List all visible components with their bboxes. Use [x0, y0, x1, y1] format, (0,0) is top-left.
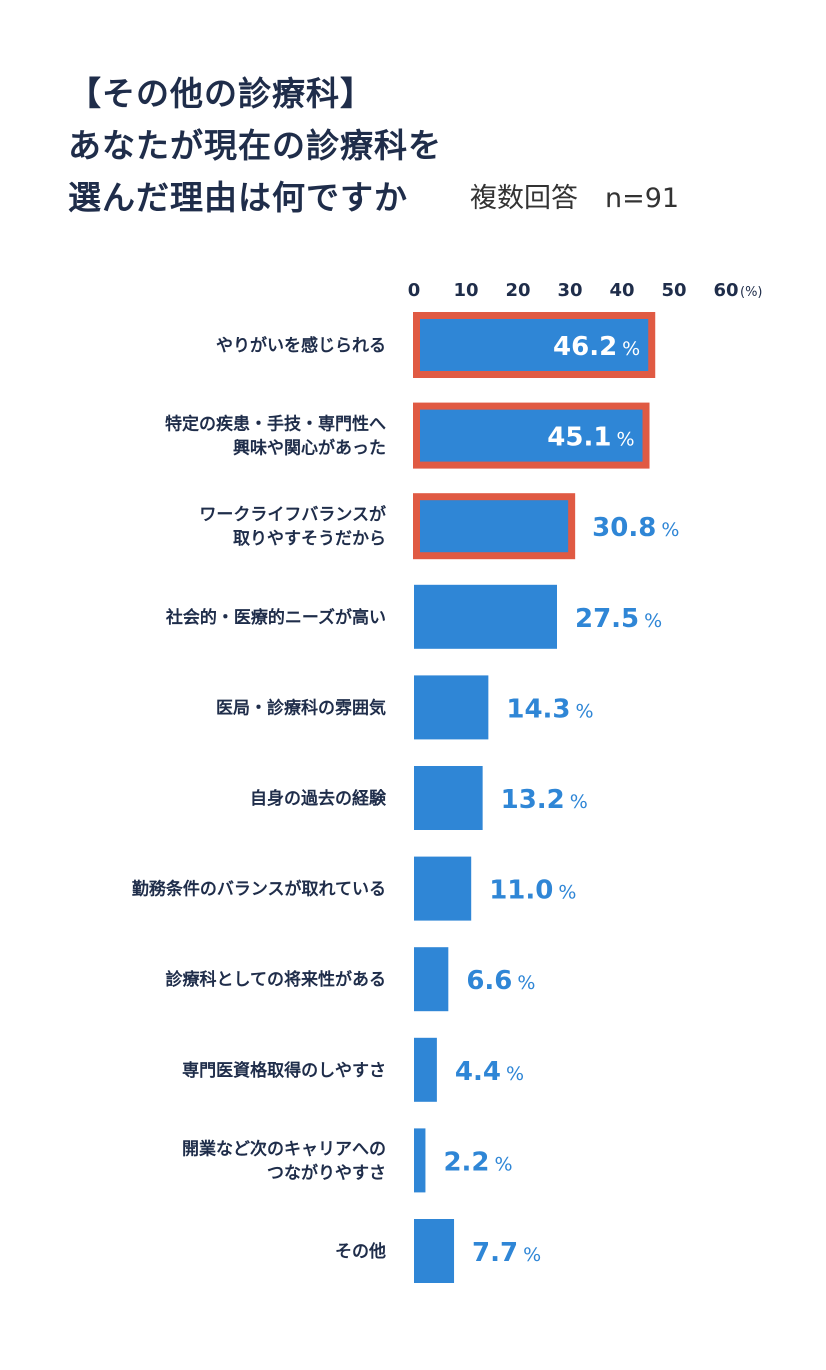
bar: [414, 766, 483, 830]
category-label: 専門医資格取得のしやすさ: [182, 1060, 386, 1081]
x-tick-label: 50: [661, 280, 686, 301]
title-line-1: 【その他の診療科】: [68, 74, 374, 113]
bar: [414, 494, 575, 559]
category-label: つながりやすさ: [267, 1162, 386, 1183]
category-label: 興味や関心があった: [233, 438, 386, 459]
x-tick-label: 10: [453, 280, 478, 301]
bar: [414, 403, 649, 468]
bar: [414, 313, 655, 377]
bar-highlight-outline: [413, 493, 576, 560]
value-label: 7.7%: [472, 1238, 541, 1268]
value-label: 46.2%: [553, 332, 640, 362]
category-label: 開業など次のキャリアへの: [182, 1138, 386, 1159]
value-label: 27.5%: [575, 604, 662, 634]
x-tick-label: 20: [505, 280, 530, 301]
value-label: 30.8%: [592, 513, 679, 543]
bar-highlight-outline: [413, 402, 650, 469]
category-label: 医局・診療科の雰囲気: [216, 697, 386, 718]
category-label: 特定の疾患・手技・専門性へ: [165, 414, 386, 435]
category-label: ワークライフバランスが: [199, 504, 386, 525]
value-label: 4.4%: [455, 1057, 524, 1087]
value-label: 13.2%: [501, 785, 588, 815]
bar: [414, 1219, 455, 1283]
category-label: 取りやすそうだから: [233, 529, 386, 549]
x-axis-unit: (%): [740, 285, 763, 300]
category-label: 勤務条件のバランスが取れている: [132, 879, 386, 900]
bar: [414, 584, 557, 649]
value-label: 2.2%: [443, 1147, 512, 1177]
category-label: 診療科としての将来性がある: [166, 969, 387, 990]
value-label: 45.1%: [547, 423, 634, 453]
bar: [414, 1037, 437, 1102]
title-line-2: あなたが現在の診療科を: [68, 126, 442, 165]
chart-subtitle: 複数回答 n=91: [470, 183, 680, 214]
title-line-3: 選んだ理由は何ですか: [68, 178, 408, 217]
category-label: やりがいを感じられる: [216, 335, 386, 356]
x-tick-label: 30: [557, 280, 582, 301]
category-label: 社会的・医療的ニーズが高い: [165, 607, 386, 628]
chart-title: 【その他の診療科】 あなたが現在の診療科を 選んだ理由は何ですか: [68, 68, 442, 224]
category-label: 自身の過去の経験: [250, 788, 387, 809]
x-tick-label: 40: [609, 280, 634, 301]
value-label: 11.0%: [489, 876, 576, 906]
bar: [414, 856, 472, 921]
category-label: その他: [335, 1241, 386, 1262]
value-label: 6.6%: [466, 966, 535, 996]
bar: [414, 1128, 426, 1193]
x-tick-label: 0: [408, 280, 421, 301]
x-tick-label: 60: [713, 280, 738, 301]
bar-highlight-outline: [413, 312, 656, 378]
bar: [414, 947, 449, 1012]
value-label: 14.3%: [506, 694, 593, 724]
bar: [414, 675, 489, 740]
